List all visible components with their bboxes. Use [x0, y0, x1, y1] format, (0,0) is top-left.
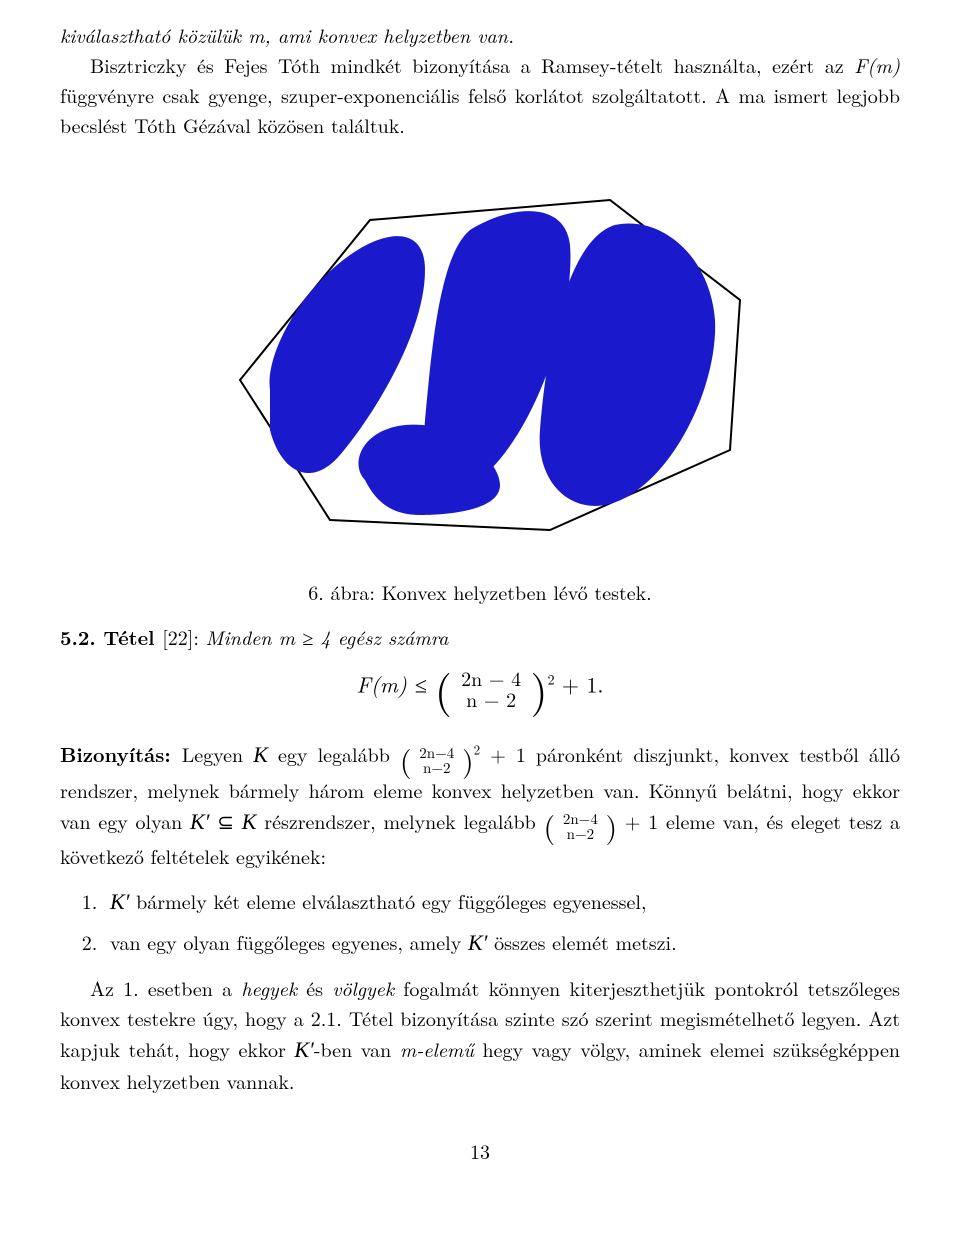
frag-text: kiválasztható közülük m, ami konvex hely… — [60, 20, 514, 49]
pp-e: részrendszer, melynek legalább — [256, 806, 543, 835]
binom: ( 2n − 4 n − 2 ) — [435, 666, 548, 710]
cl-c: -ben van — [314, 1034, 400, 1063]
ib2-bot: n−2 — [567, 823, 595, 844]
theorem-label: 5.2. Tétel — [60, 622, 162, 651]
li1-text: bármely két eleme elválasztható egy függ… — [130, 886, 647, 915]
li2-a: van egy olyan függőleges egyenes, amely — [110, 927, 468, 956]
proof-conditions-list: K′ bármely két eleme elválasztható egy f… — [104, 885, 900, 959]
formula-exp: 2 — [548, 669, 555, 689]
li2-b: összes elemét metszi. — [487, 927, 676, 956]
cl-a: Az 1. esetben a — [90, 973, 241, 1002]
p1-a: Bisztriczky és Fejes Tóth mindkét bizony… — [90, 50, 854, 79]
figure-6 — [60, 170, 900, 557]
Kprime-last: K′ — [294, 1037, 314, 1062]
caption-text: Konvex helyzetben lévő testek. — [382, 577, 652, 606]
theorem-formula: F(m) ≤ ( 2n − 4 n − 2 ) 2 + 1. — [60, 666, 900, 710]
binom-bottom: n − 2 — [466, 684, 516, 713]
theorem-5-2: 5.2. Tétel [22]: Minden m ≥ 4 egész szám… — [60, 622, 900, 652]
figure-caption: 6. ábra: Konvex helyzetben lévő testek. — [60, 577, 900, 607]
proof-K-2: K — [242, 809, 257, 834]
binom-stack-sm: 2n−4 n−2 — [418, 745, 455, 775]
pp-d: ⊆ — [209, 806, 241, 835]
p1-b: függvényre csak gyenge, szuper-exponenci… — [60, 80, 900, 139]
paren-left: ( — [435, 656, 452, 719]
proof-paragraph: Bizonyítás: Legyen K egy legalább ( 2n−4… — [60, 738, 900, 871]
F-of-m: F(m) — [854, 50, 900, 79]
theorem-ref: [22]: — [162, 622, 205, 651]
paren-left-sm-2: ( — [543, 804, 555, 847]
volgyek: völgyek — [332, 973, 394, 1002]
inline-binom-1: ( 2n−4 n−2 ) — [400, 741, 474, 775]
formula-lhs: F(m) ≤ — [357, 669, 435, 700]
caption-prefix: 6. ábra: — [308, 577, 381, 606]
binom-stack-sm-2: 2n−4 n−2 — [562, 811, 599, 841]
Kprime-li2: K′ — [468, 930, 488, 955]
pp-a: Legyen — [182, 739, 253, 768]
cl-es: és — [297, 973, 332, 1002]
Kprime-1: K′ — [190, 809, 210, 834]
intro-paragraph: Bisztriczky és Fejes Tóth mindkét bizony… — [60, 50, 900, 140]
page-number-text: 13 — [470, 1136, 490, 1165]
list-item-2: van egy olyan függőleges egyenes, amely … — [104, 926, 900, 959]
proof-label: Bizonyítás: — [60, 739, 182, 768]
m-elemu: m-elemű — [400, 1034, 474, 1063]
binom-stack: 2n − 4 n − 2 — [459, 667, 523, 709]
continuation-line: kiválasztható közülük m, ami konvex hely… — [60, 20, 900, 50]
formula-tail: + 1. — [562, 669, 604, 700]
pp-b: egy legalább — [268, 739, 400, 768]
hegyek: hegyek — [241, 973, 297, 1002]
Kprime-li1: K′ — [110, 889, 130, 914]
closing-paragraph: Az 1. esetben a hegyek és völgyek fogalm… — [60, 973, 900, 1096]
page-number: 13 — [60, 1136, 900, 1166]
proof-K: K — [253, 742, 268, 767]
paren-right-sm-2: ) — [606, 804, 618, 847]
convex-bodies-figure — [170, 170, 790, 550]
theorem-statement: Minden m ≥ 4 egész számra — [206, 622, 449, 651]
paren-right: ) — [530, 656, 547, 719]
list-item-1: K′ bármely két eleme elválasztható egy f… — [104, 885, 900, 918]
inline-binom-2: ( 2n−4 n−2 ) — [543, 807, 617, 841]
